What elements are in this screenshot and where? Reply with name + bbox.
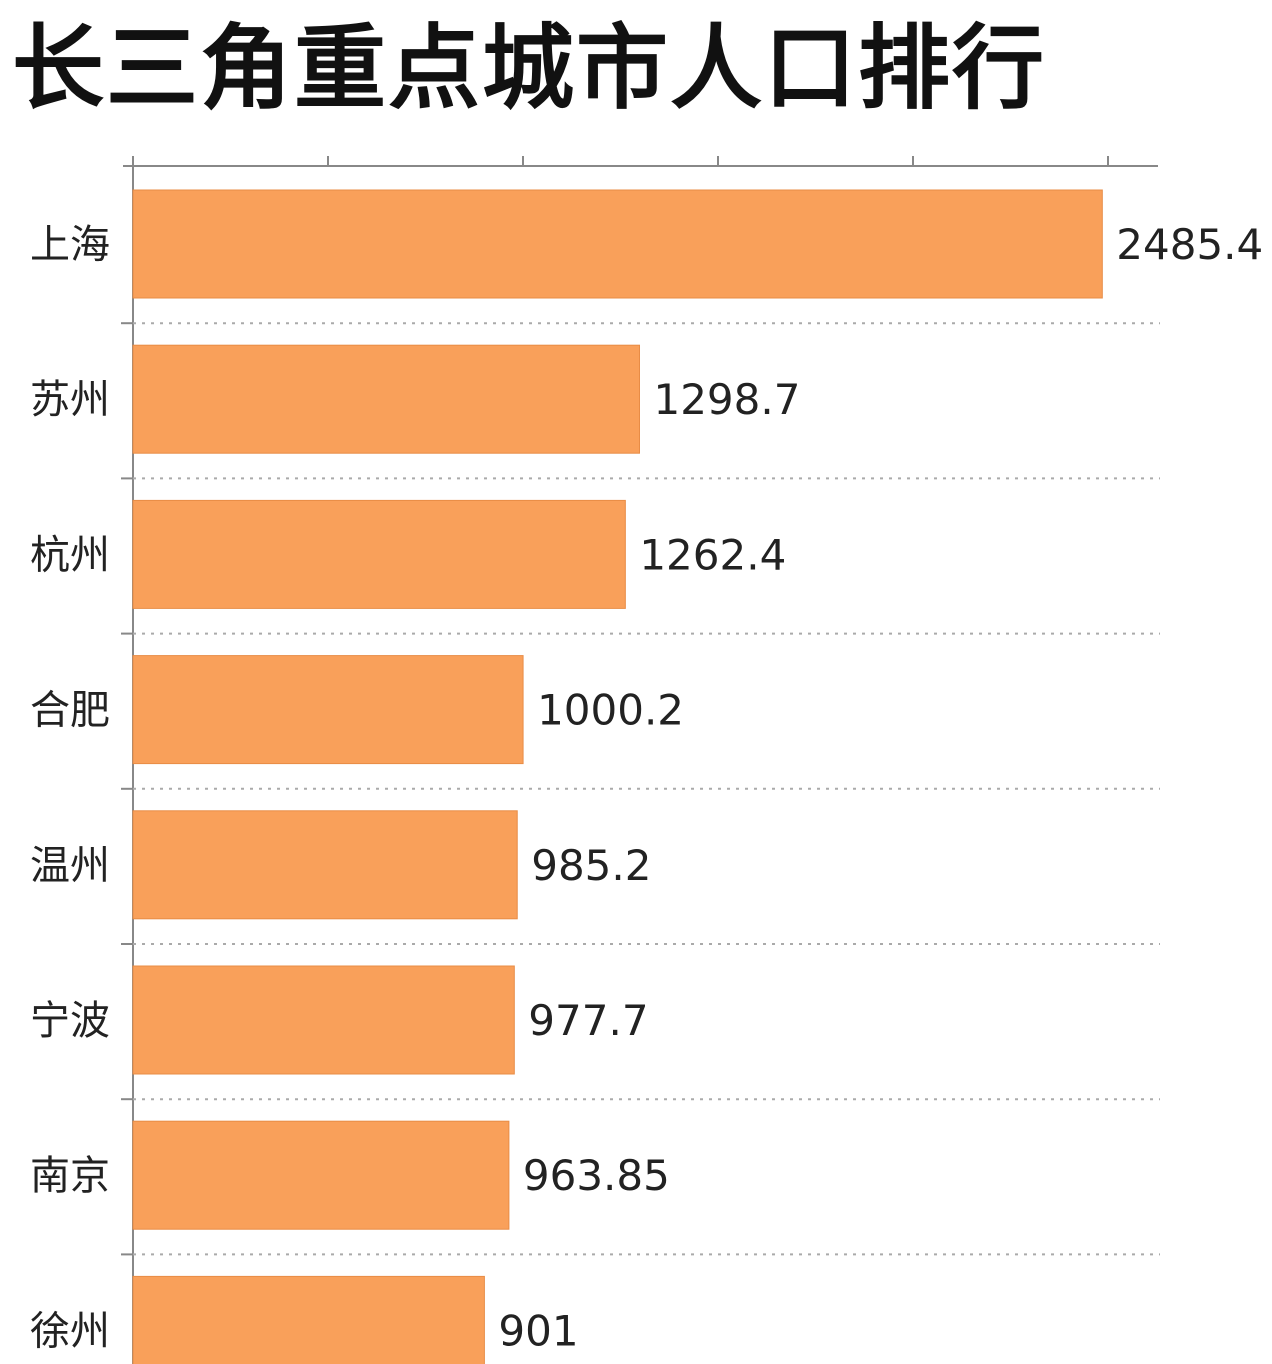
bar-layer: [132, 189, 1103, 1364]
category-label-6: 南京: [30, 1153, 110, 1199]
chart-title: 长三角重点城市人口排行: [12, 15, 1047, 122]
category-label-2: 杭州: [30, 532, 110, 578]
value-label-5: 977.7: [528, 996, 648, 1045]
category-label-1: 苏州: [30, 377, 110, 423]
category-label-0: 上海: [30, 222, 110, 268]
bar-5: [132, 965, 515, 1075]
category-label-7: 徐州: [30, 1308, 110, 1354]
value-label-7: 901: [498, 1306, 578, 1355]
label-layer: 上海 2485.4 苏州 1298.7 杭州 1262.4 合肥 1000.2 温州 985.2 宁…: [30, 220, 1263, 1355]
category-label-3: 合肥: [30, 688, 110, 734]
bar-3: [132, 655, 524, 765]
category-label-4: 温州: [30, 843, 110, 889]
bar-2: [132, 499, 626, 609]
value-label-6: 963.85: [523, 1151, 670, 1200]
value-label-3: 1000.2: [537, 686, 684, 735]
bar-7: [132, 1275, 485, 1364]
value-label-4: 985.2: [531, 841, 651, 890]
bar-1: [132, 344, 640, 454]
grid-layer: [121, 322, 1160, 1256]
bar-0: [132, 189, 1103, 299]
value-label-0: 2485.4: [1116, 220, 1263, 269]
category-label-5: 宁波: [30, 998, 110, 1044]
bar-6: [132, 1120, 510, 1230]
value-label-1: 1298.7: [653, 375, 800, 424]
value-label-2: 1262.4: [639, 530, 786, 579]
bar-4: [132, 810, 518, 920]
